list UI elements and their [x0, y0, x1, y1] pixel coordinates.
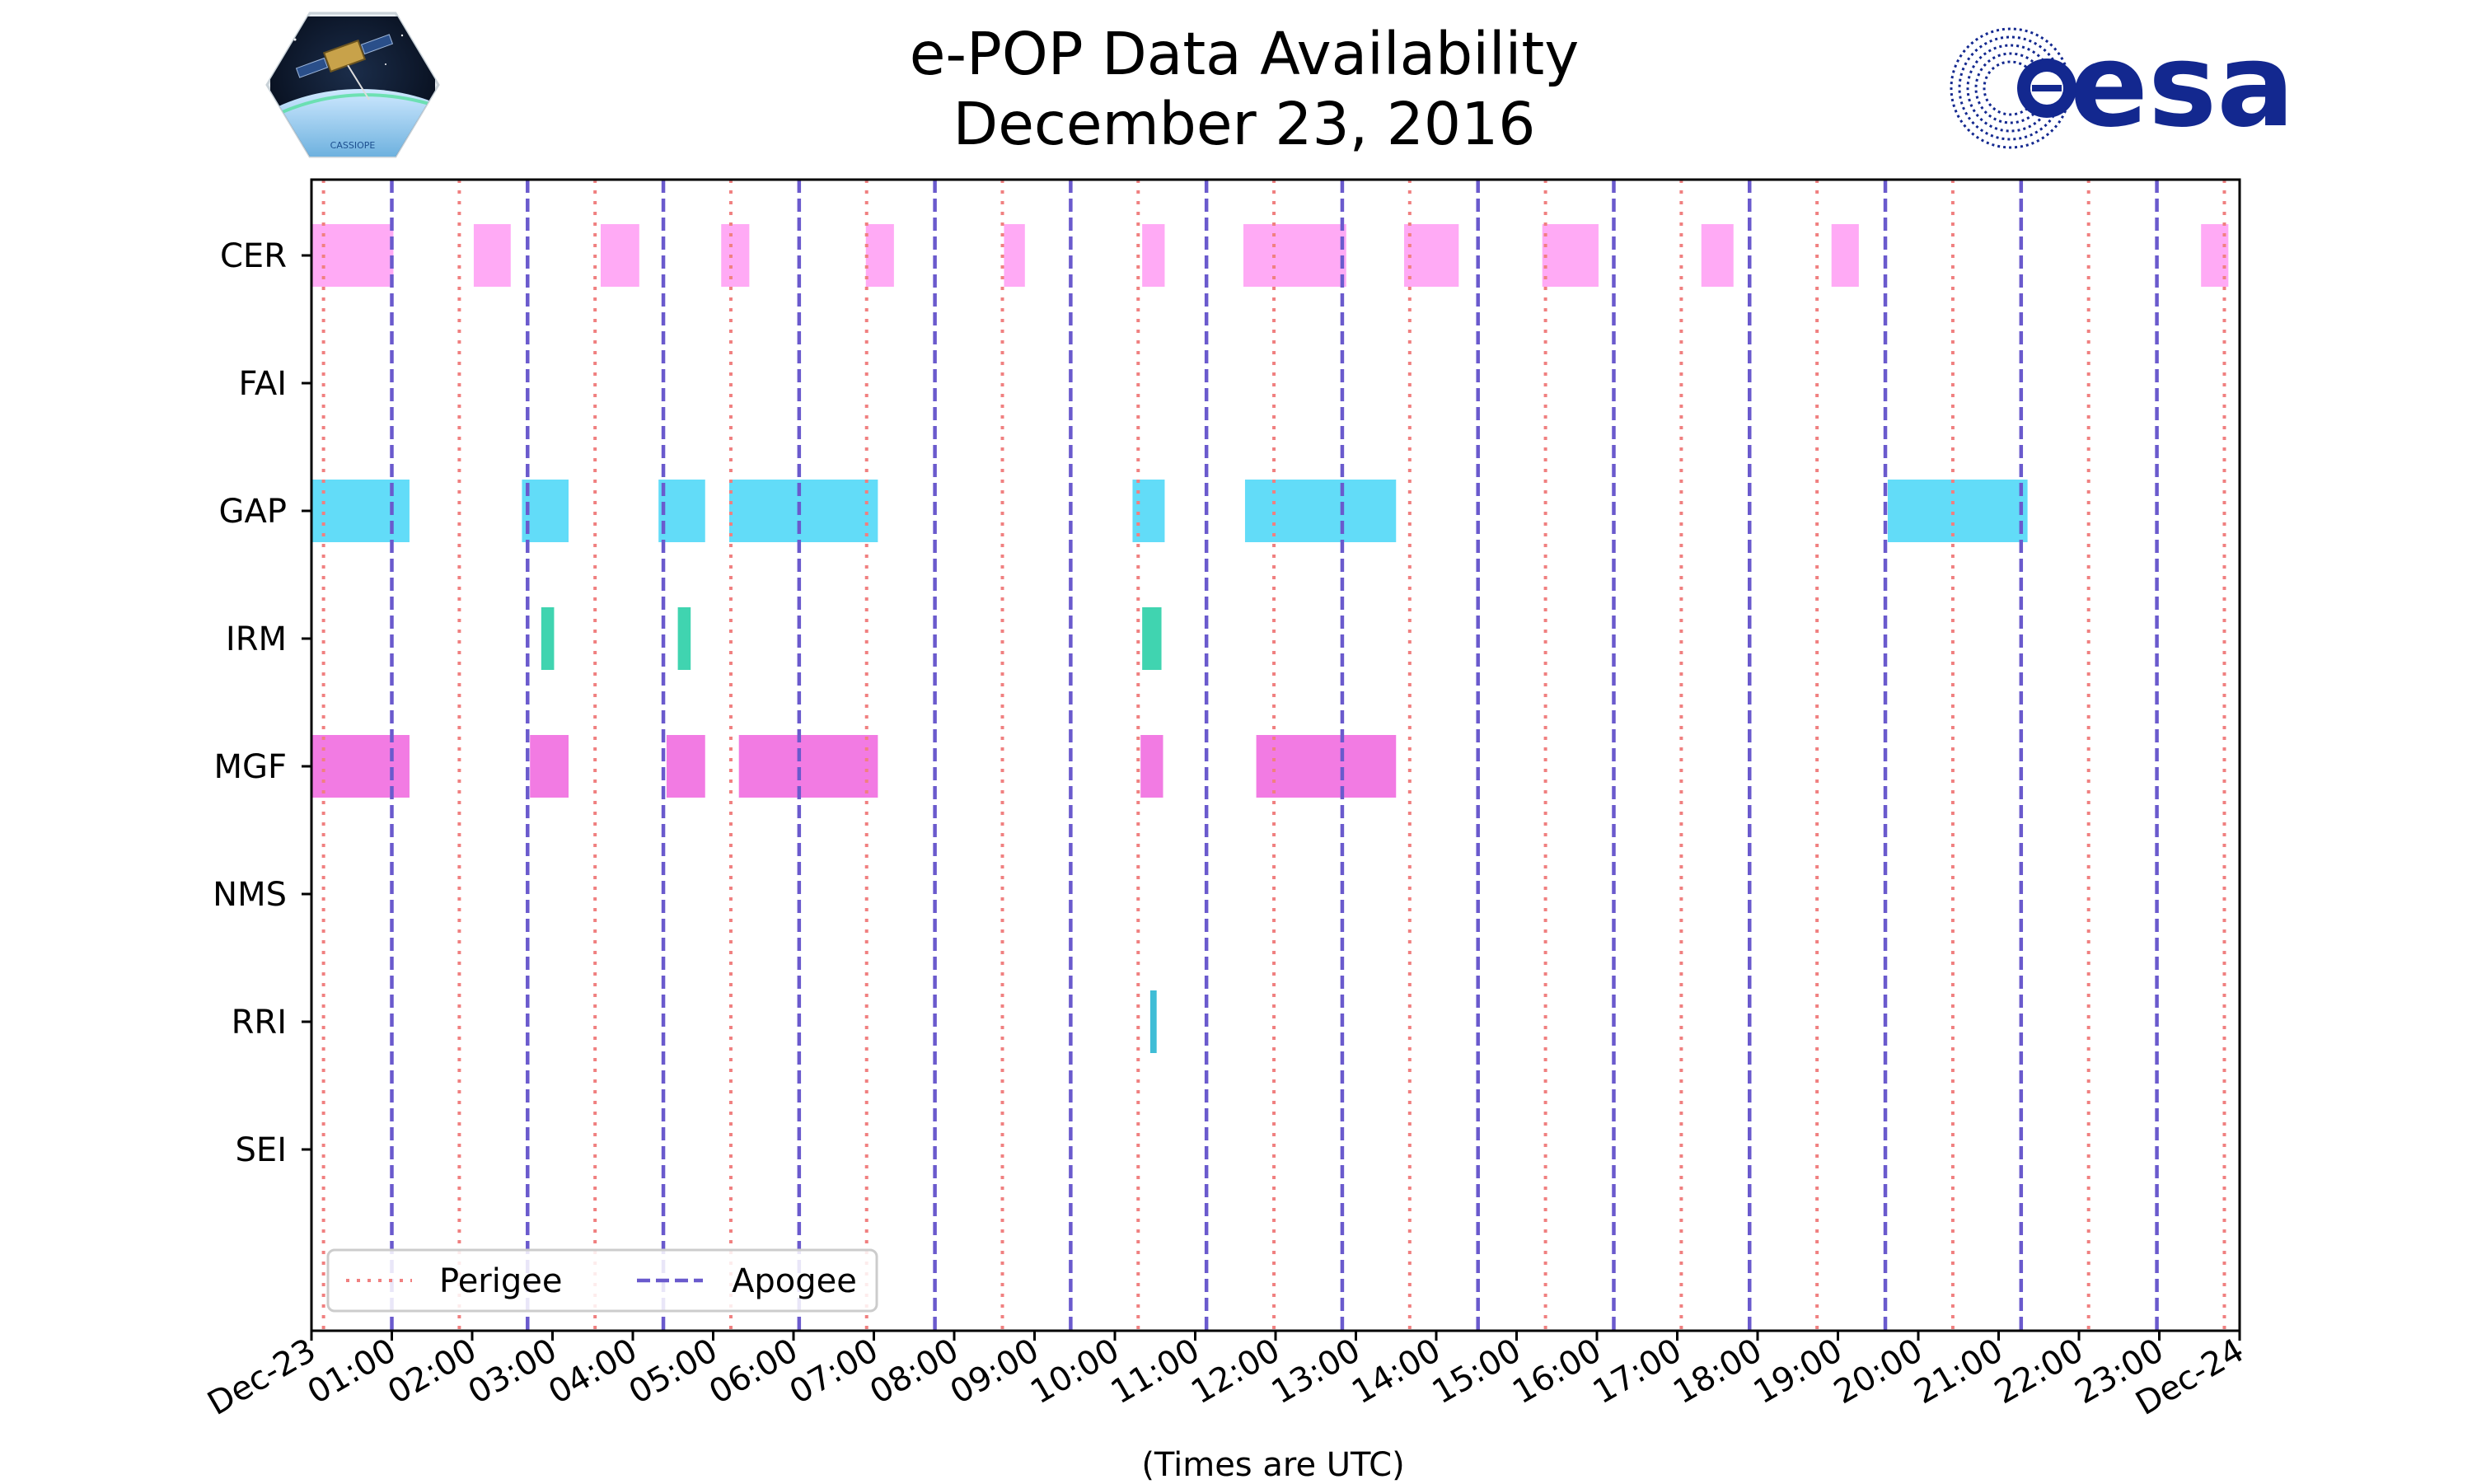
legend-apogee-label: Apogee — [732, 1262, 857, 1300]
x-tick-label: 08:00 — [864, 1332, 965, 1411]
irm-data-bar — [1142, 607, 1162, 670]
cer-data-bar — [1142, 224, 1165, 287]
orbit-lines-layer — [321, 180, 2226, 1331]
legend-perigee-label: Perigee — [439, 1262, 562, 1300]
x-tick-label: 09:00 — [944, 1332, 1046, 1411]
cer-data-bar — [1404, 224, 1459, 287]
chart-title-line1: e-POP Data Availability — [909, 20, 1580, 88]
gap-data-bar — [1887, 480, 2028, 542]
x-axis-label: (Times are UTC) — [1141, 1446, 1405, 1484]
x-tick-label: 04:00 — [542, 1332, 644, 1411]
y-tick-label: CER — [220, 237, 287, 275]
gap-data-bar — [729, 480, 878, 542]
cer-data-bar — [721, 224, 750, 287]
x-tick-label: 14:00 — [1346, 1332, 1447, 1411]
cer-data-bar — [1004, 224, 1025, 287]
x-tick-label: 13:00 — [1266, 1332, 1367, 1411]
gap-data-bar — [311, 480, 410, 542]
cer-data-bar — [1542, 224, 1599, 287]
x-tick-label: 06:00 — [703, 1332, 804, 1411]
y-tick-label: FAI — [239, 365, 288, 403]
cer-data-bar — [1243, 224, 1346, 287]
legend: Perigee Apogee — [326, 1248, 878, 1313]
x-tick-label: 21:00 — [1908, 1332, 2010, 1411]
gap-data-bar — [1132, 480, 1165, 542]
esa-wordmark: esa — [2070, 19, 2295, 153]
cer-data-bar — [473, 224, 511, 287]
x-tick-label: 16:00 — [1506, 1332, 1608, 1411]
x-tick-label: 02:00 — [382, 1332, 483, 1411]
irm-data-bar — [541, 607, 555, 670]
irm-data-bar — [677, 607, 691, 670]
bars-layer — [311, 224, 2229, 1053]
mgf-data-bar — [530, 735, 569, 798]
y-tick-label: MGF — [213, 748, 287, 786]
esa-logo: esa — [1946, 18, 2309, 158]
legend-box — [326, 1248, 878, 1313]
x-tick-label: 15:00 — [1426, 1332, 1528, 1411]
mgf-data-bar — [1256, 735, 1397, 798]
x-tick-label: 19:00 — [1748, 1332, 1849, 1411]
y-tick-label: NMS — [213, 876, 287, 914]
axes-layer: CERFAIGAPIRMMGFNMSRRISEIDec-2301:0002:00… — [201, 178, 2250, 1423]
gap-data-bar — [1244, 480, 1397, 542]
y-tick-label: SEI — [236, 1131, 287, 1169]
cassiope-logo: CASSIOPE — [262, 7, 443, 163]
x-tick-label: 17:00 — [1587, 1332, 1688, 1411]
rri-data-bar — [1149, 990, 1157, 1053]
x-tick-label: 05:00 — [623, 1332, 724, 1411]
mgf-data-bar — [666, 735, 705, 798]
x-tick-label: 10:00 — [1024, 1332, 1126, 1411]
cer-data-bar — [1831, 224, 1859, 287]
cassiope-caption: CASSIOPE — [330, 140, 376, 151]
x-tick-label: 03:00 — [462, 1332, 564, 1411]
y-tick-label: GAP — [219, 493, 287, 531]
x-tick-label: 12:00 — [1185, 1332, 1286, 1411]
x-tick-label: 20:00 — [1828, 1332, 1929, 1411]
x-tick-label: 07:00 — [784, 1332, 885, 1411]
x-tick-label: 01:00 — [302, 1332, 403, 1411]
y-tick-label: IRM — [226, 620, 287, 658]
x-tick-label: 11:00 — [1105, 1332, 1206, 1411]
x-tick-label: 18:00 — [1667, 1332, 1768, 1411]
mgf-data-bar — [1140, 735, 1163, 798]
x-tick-label: 22:00 — [1988, 1332, 2090, 1411]
cer-data-bar — [601, 224, 639, 287]
mgf-data-bar — [738, 735, 878, 798]
cer-data-bar — [1701, 224, 1734, 287]
cer-data-bar — [865, 224, 894, 287]
gap-data-bar — [658, 480, 705, 542]
y-tick-label: RRI — [232, 1004, 287, 1042]
gap-data-bar — [522, 480, 569, 542]
chart-title-line2: December 23, 2016 — [953, 90, 1536, 158]
mgf-data-bar — [311, 735, 410, 798]
